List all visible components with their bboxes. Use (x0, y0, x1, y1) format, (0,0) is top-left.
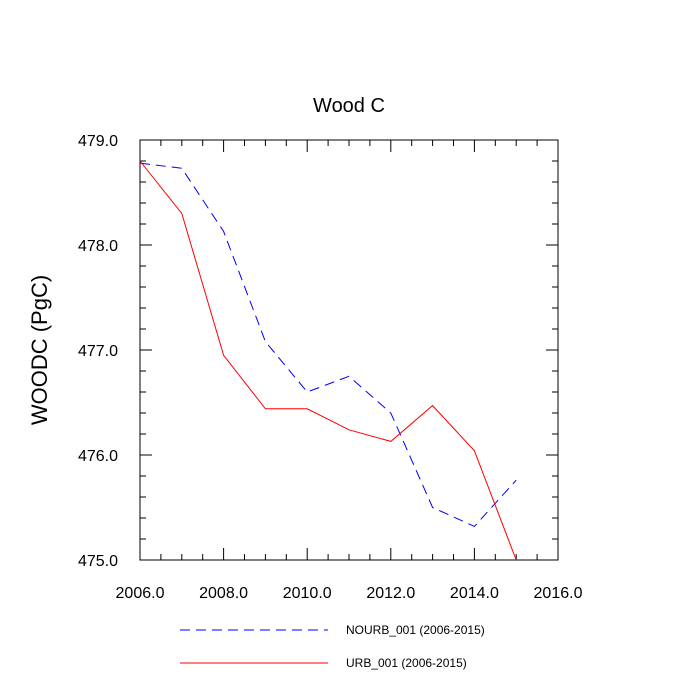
y-tick-label: 476.0 (78, 448, 118, 465)
legend-label: URB_001 (2006-2015) (346, 656, 467, 670)
y-tick-label: 478.0 (78, 238, 118, 255)
y-tick-label: 475.0 (78, 553, 118, 570)
plot-axes: 2006.0 2008.0 2010.0 2012.0 2014.0 2016.0 475.… (78, 133, 583, 602)
series-layer (139, 160, 517, 561)
y-tick-label: 479.0 (78, 133, 118, 150)
plot-frame (139, 139, 559, 561)
y-axis-label: WOODC (PgC) (27, 275, 52, 425)
chart-title: Wood C (313, 95, 385, 117)
legend-label: NOURB_001 (2006-2015) (346, 623, 485, 637)
legend: NOURB_001 (2006-2015) URB_001 (2006-2015) (180, 623, 485, 670)
x-tick-label: 2008.0 (199, 585, 248, 602)
x-tick-label: 2016.0 (534, 585, 583, 602)
x-tick-label: 2014.0 (450, 585, 499, 602)
series-line-urb (139, 160, 517, 561)
y-tick-label: 477.0 (78, 343, 118, 360)
series-line-nourb (139, 162, 517, 528)
x-tick-label: 2006.0 (116, 585, 165, 602)
x-tick-label: 2010.0 (283, 585, 332, 602)
x-tick-label: 2012.0 (366, 585, 415, 602)
